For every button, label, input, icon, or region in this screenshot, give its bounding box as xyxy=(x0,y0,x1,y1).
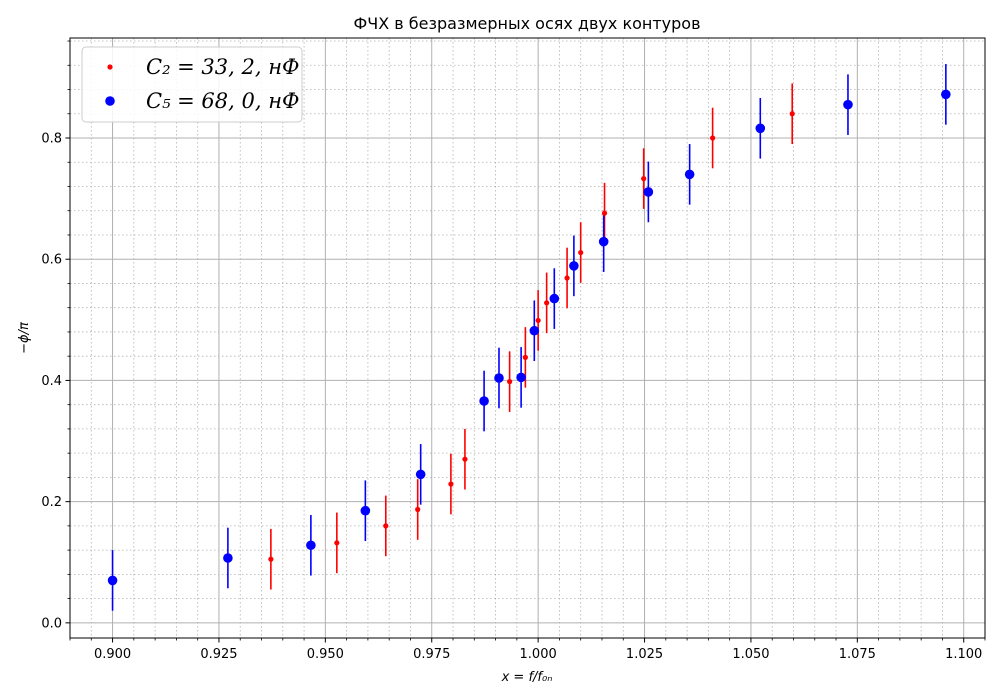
data-point-series-2 xyxy=(755,123,766,134)
x-tick-label: 0.925 xyxy=(200,647,237,662)
legend: C₂ = 33, 2, нФ C₅ = 68, 0, нФ xyxy=(81,46,303,123)
data-point-series-2 xyxy=(569,261,579,271)
x-tick-label: 1.050 xyxy=(732,647,769,662)
data-point-series-1 xyxy=(334,540,340,546)
data-point-series-2 xyxy=(360,505,371,516)
legend-marker-series-2 xyxy=(105,96,115,106)
data-point-series-1 xyxy=(789,111,795,117)
data-point-series-2 xyxy=(843,99,853,110)
data-point-series-1 xyxy=(564,275,570,281)
legend-box xyxy=(81,46,303,123)
data-point-series-2 xyxy=(549,293,560,304)
data-point-series-2 xyxy=(598,236,609,247)
legend-label-series-1: C₂ = 33, 2, нФ xyxy=(146,55,299,79)
data-point-series-2 xyxy=(107,575,118,586)
data-point-series-2 xyxy=(516,372,526,383)
data-point-series-2 xyxy=(415,469,426,480)
data-point-series-1 xyxy=(535,317,541,324)
data-point-series-2 xyxy=(529,325,540,336)
data-point-series-1 xyxy=(710,135,716,141)
major-grid xyxy=(70,38,985,638)
x-axis-label: x = f/f₀ₙ xyxy=(501,670,553,685)
data-point-series-2 xyxy=(684,169,695,180)
data-point-series-1 xyxy=(578,249,584,256)
x-tick-label: 0.975 xyxy=(413,647,450,662)
y-tick-label: 0.0 xyxy=(41,616,62,631)
x-tick-label: 1.000 xyxy=(520,647,557,662)
y-tick-label: 0.6 xyxy=(41,253,62,268)
data-point-series-1 xyxy=(601,210,608,216)
y-tick-labels: 0.0 0.2 0.4 0.6 0.8 xyxy=(41,132,62,632)
x-tick-label: 1.075 xyxy=(839,647,876,662)
y-tick-label: 0.2 xyxy=(41,495,62,510)
data-point-series-1 xyxy=(415,506,421,513)
data-point-series-2 xyxy=(479,396,489,406)
x-tick-labels: 0.900 0.925 0.950 0.975 1.000 1.025 1.050 1.075… xyxy=(94,647,982,662)
chart-title: ФЧХ в безразмерных осях двух контуров xyxy=(353,14,700,33)
data-point-series-2 xyxy=(941,89,951,100)
data-point-series-1 xyxy=(641,176,647,182)
y-tick-label: 0.8 xyxy=(41,132,62,147)
y-axis-label: −ϕ/π xyxy=(17,322,32,354)
data-point-series-2 xyxy=(643,187,654,197)
plot-frame xyxy=(69,37,986,639)
data-point-series-1 xyxy=(522,354,528,360)
data-point-series-1 xyxy=(507,379,513,385)
x-tick-label: 1.025 xyxy=(626,647,663,662)
x-tick-label: 0.950 xyxy=(307,647,344,662)
data-point-series-2 xyxy=(494,373,504,383)
data-point-series-1 xyxy=(544,300,550,306)
data-point-series-1 xyxy=(268,556,274,562)
legend-marker-series-1 xyxy=(107,64,113,70)
x-tick-label: 1.100 xyxy=(945,647,982,662)
data-point-series-2 xyxy=(223,553,233,563)
x-tick-label: 0.900 xyxy=(94,647,131,662)
legend-label-series-2: C₅ = 68, 0, нФ xyxy=(146,89,299,113)
axis-ticks xyxy=(65,40,986,643)
data-point-series-1 xyxy=(462,456,468,462)
data-points xyxy=(107,89,951,586)
data-point-series-1 xyxy=(383,523,389,529)
data-point-series-2 xyxy=(306,540,316,551)
y-tick-label: 0.4 xyxy=(41,374,62,389)
data-point-series-1 xyxy=(448,481,454,487)
